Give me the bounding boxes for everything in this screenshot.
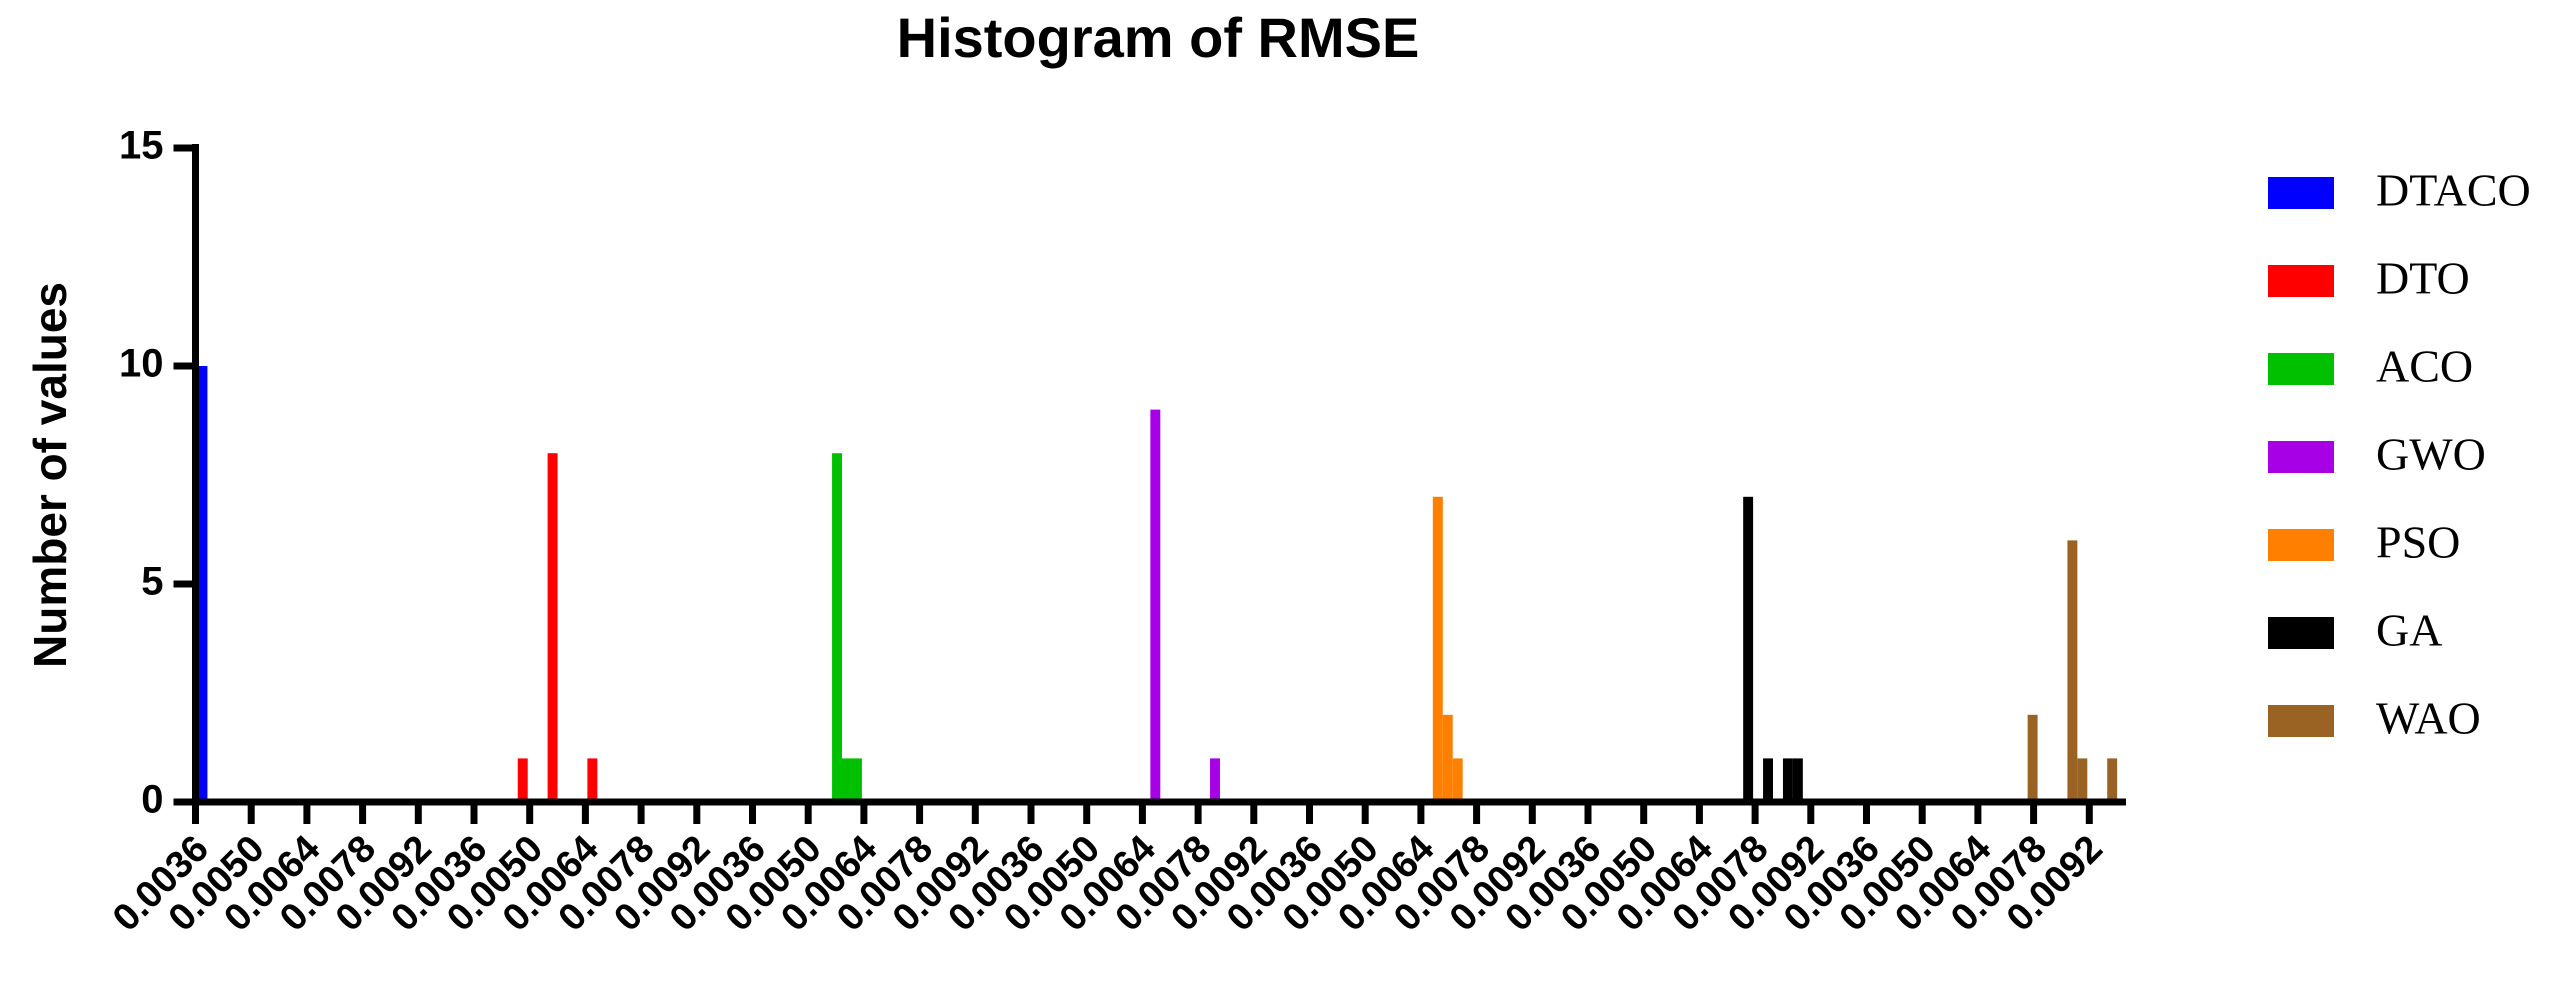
legend-label: ACO — [2376, 341, 2473, 392]
bar — [1442, 714, 1453, 802]
legend-swatch — [2268, 265, 2334, 297]
y-tick-label: 5 — [141, 560, 163, 604]
legend-label: PSO — [2376, 517, 2460, 568]
bar — [2077, 758, 2088, 802]
legend-label: WAO — [2376, 693, 2481, 744]
bar — [2107, 758, 2118, 802]
bar — [547, 453, 558, 802]
bar — [842, 758, 852, 802]
y-tick-label: 0 — [141, 778, 163, 822]
legend-label: GWO — [2376, 429, 2486, 480]
y-tick-label: 10 — [119, 342, 164, 386]
bar — [517, 758, 528, 802]
bar — [1792, 758, 1803, 802]
bar — [2027, 714, 2038, 802]
bar — [1150, 409, 1161, 802]
legend-swatch — [2268, 705, 2334, 737]
bar — [851, 758, 862, 802]
legend-label: DTACO — [2376, 165, 2531, 216]
bar — [195, 366, 208, 802]
legend-swatch — [2268, 441, 2334, 473]
legend-swatch — [2268, 529, 2334, 561]
bar — [587, 758, 598, 802]
legend-swatch — [2268, 177, 2334, 209]
legend-swatch — [2268, 353, 2334, 385]
bar — [1452, 758, 1463, 802]
bar — [1743, 496, 1754, 802]
bar — [832, 453, 843, 802]
bar — [1210, 758, 1220, 802]
chart-title: Histogram of RMSE — [897, 6, 1420, 69]
y-tick-label: 15 — [119, 124, 164, 168]
legend-swatch — [2268, 617, 2334, 649]
bar — [2067, 540, 2078, 802]
bar — [1763, 758, 1774, 802]
bar — [1782, 758, 1793, 802]
legend-label: GA — [2376, 605, 2442, 656]
y-axis-label: Number of values — [24, 282, 76, 668]
legend-label: DTO — [2376, 253, 2470, 304]
bar — [1432, 496, 1443, 802]
